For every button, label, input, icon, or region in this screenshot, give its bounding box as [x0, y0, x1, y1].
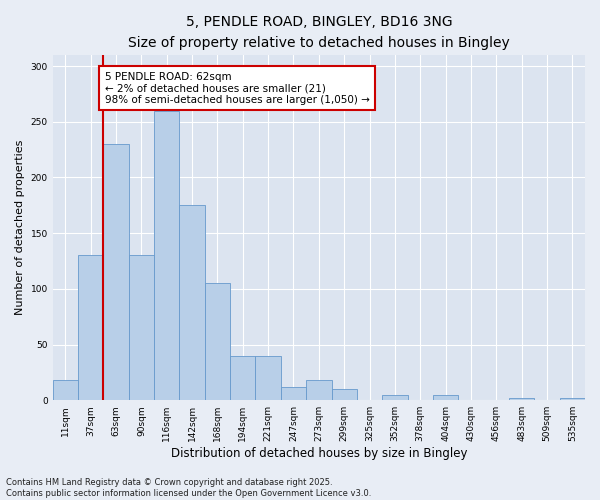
Bar [382, 394, 407, 400]
Text: 5 PENDLE ROAD: 62sqm
← 2% of detached houses are smaller (21)
98% of semi-detach: 5 PENDLE ROAD: 62sqm ← 2% of detached ho… [104, 72, 370, 105]
Bar [154, 110, 179, 400]
Bar [433, 394, 458, 400]
Bar [179, 206, 205, 400]
Bar [509, 398, 535, 400]
Title: 5, PENDLE ROAD, BINGLEY, BD16 3NG
Size of property relative to detached houses i: 5, PENDLE ROAD, BINGLEY, BD16 3NG Size o… [128, 15, 510, 50]
Bar [129, 256, 154, 400]
Bar [205, 284, 230, 400]
Bar [256, 356, 281, 400]
Text: Contains HM Land Registry data © Crown copyright and database right 2025.
Contai: Contains HM Land Registry data © Crown c… [6, 478, 371, 498]
Bar [230, 356, 256, 400]
Bar [53, 380, 78, 400]
X-axis label: Distribution of detached houses by size in Bingley: Distribution of detached houses by size … [170, 447, 467, 460]
Bar [560, 398, 585, 400]
Bar [306, 380, 332, 400]
Bar [103, 144, 129, 400]
Y-axis label: Number of detached properties: Number of detached properties [15, 140, 25, 316]
Bar [78, 256, 103, 400]
Bar [332, 389, 357, 400]
Bar [281, 387, 306, 400]
